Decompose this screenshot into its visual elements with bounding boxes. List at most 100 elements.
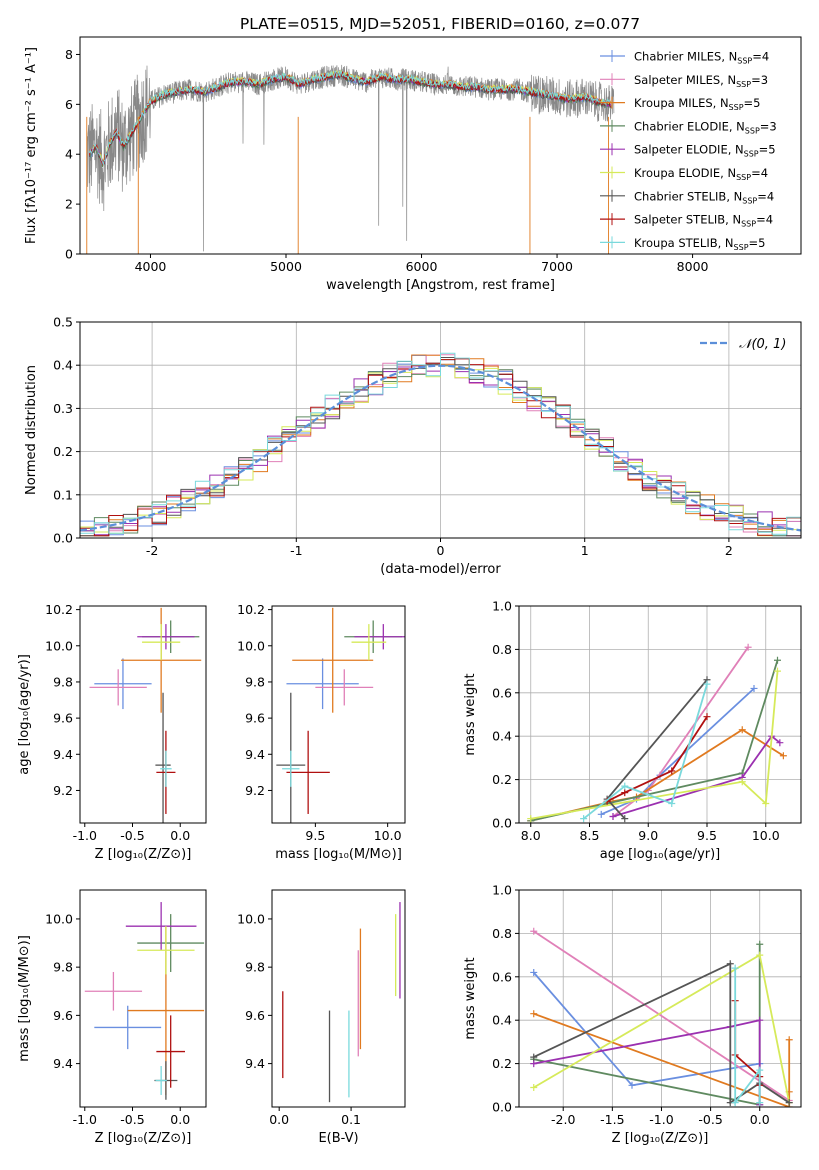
- weight-line: [600, 687, 755, 816]
- data-point-marker: [527, 815, 535, 823]
- plot-area: [86, 64, 615, 254]
- y-tick-label: 0.8: [492, 926, 512, 941]
- x-axis-label: Z [log₁₀(Z/Z⊙)]: [95, 847, 192, 862]
- y-tick-label: 10.0: [45, 911, 73, 926]
- x-axis-label: E(B-V): [318, 1131, 358, 1146]
- residual-histogram: [80, 352, 801, 535]
- x-tick-label: -1.5: [600, 1112, 624, 1127]
- x-tick-label: 8.0: [521, 828, 541, 843]
- data-point-marker: [762, 799, 770, 807]
- mass_vs_Z-axes: -1.0 -0.5 0.0 9.4 9.6 9.8 10.0 Z [log₁₀(Z/Z⊙)] m…: [17, 889, 207, 1146]
- data-point-marker: [756, 1099, 764, 1107]
- y-tick-label: 9.8: [245, 674, 265, 689]
- x-tick-label: -2: [146, 543, 158, 558]
- legend-label: Salpeter STELIB, NSSP=4: [634, 213, 773, 229]
- y-axis-label: mass weight: [463, 673, 478, 755]
- y-tick-label: 0.6: [492, 969, 512, 984]
- x-tick-label: 8.5: [580, 828, 600, 843]
- x-tick-label: 0: [437, 543, 445, 558]
- data-point-marker: [628, 1081, 636, 1089]
- data-point-marker: [738, 778, 746, 786]
- x-tick-label: 8000: [677, 259, 709, 274]
- data-point-marker: [756, 1016, 764, 1024]
- y-tick-label: 9.8: [53, 960, 73, 975]
- x-tick-label: 6000: [406, 259, 438, 274]
- plot-area: [282, 902, 401, 1103]
- x-tick-label: -2.0: [551, 1112, 575, 1127]
- data-point-marker: [530, 968, 538, 976]
- x-tick-label: 0.1: [341, 1112, 361, 1127]
- y-axis-label: Normed distribution: [24, 365, 39, 495]
- x-tick-label: -0.5: [698, 1112, 722, 1127]
- y-tick-label: 9.6: [53, 711, 73, 726]
- x-tick-label: -1.0: [73, 828, 97, 843]
- data-point-marker: [530, 927, 538, 935]
- y-tick-label: 0.2: [53, 444, 73, 459]
- x-tick-label: 0.0: [170, 828, 190, 843]
- y-tick-label: 0.4: [492, 729, 512, 744]
- spectrum-axes: 4000 5000 6000 7000 8000 0 2 4 6 8 wavelength [Ang…: [24, 36, 802, 293]
- data-point-marker: [776, 739, 784, 747]
- spectrum-legend: Chabrier MILES, NSSP=4 Salpeter MILES, NS…: [600, 50, 777, 252]
- x-axis-label: wavelength [Angstrom, rest frame]: [326, 278, 555, 293]
- legend-label: Salpeter MILES, NSSP=3: [634, 73, 768, 89]
- x-tick-label: -1.0: [73, 1112, 97, 1127]
- weight-line: [612, 646, 749, 818]
- data-point-marker: [731, 964, 739, 972]
- data-point-marker: [668, 767, 676, 775]
- axes-frame: [271, 605, 406, 824]
- x-tick-label: -1.0: [649, 1112, 673, 1127]
- x-tick-label: 9.5: [697, 828, 717, 843]
- normal-legend-label: 𝒩(0, 1): [739, 337, 786, 352]
- plot-area: [527, 643, 787, 823]
- x-axis-label: mass [log₁₀(M/M⊙)]: [275, 847, 402, 862]
- axes-frame: [79, 605, 207, 824]
- y-tick-label: 9.4: [245, 1056, 265, 1071]
- data-point-marker: [756, 951, 764, 959]
- x-tick-label: 0.0: [750, 1112, 770, 1127]
- data-point-marker: [530, 1083, 538, 1091]
- data-point-marker: [703, 680, 711, 688]
- y-tick-label: 0.0: [53, 531, 73, 546]
- x-tick-label: 10.0: [374, 828, 402, 843]
- axes-frame: [79, 36, 802, 255]
- y-tick-label: 0.1: [53, 487, 73, 502]
- y-tick-label: 9.2: [245, 783, 265, 798]
- x-tick-label: 5000: [270, 259, 302, 274]
- data-point-marker: [609, 812, 617, 820]
- grid: [519, 605, 801, 824]
- data-point-marker: [597, 810, 605, 818]
- chart-title: PLATE=0515, MJD=52051, FIBERID=0160, z=0…: [240, 15, 640, 33]
- data-point-marker: [774, 667, 781, 675]
- data-point-marker: [785, 1036, 793, 1044]
- y-tick-label: 10.0: [237, 638, 265, 653]
- plot-area: [84, 902, 205, 1100]
- data-point-marker: [530, 1060, 538, 1068]
- y-tick-label: 0.6: [492, 685, 512, 700]
- mass_vs_ebv-axes: 0.0 0.1 9.4 9.6 9.8 10.0 E(B-V): [237, 889, 406, 1146]
- y-tick-label: 2: [65, 197, 73, 212]
- y-axis-label: mass [log₁₀(M/M⊙)]: [17, 935, 32, 1062]
- y-axis-label: mass weight: [463, 957, 478, 1039]
- data-point-marker: [530, 1053, 538, 1061]
- data-point-marker: [744, 643, 752, 651]
- x-tick-label: 9.0: [638, 828, 658, 843]
- y-tick-label: 9.8: [53, 674, 73, 689]
- x-tick-label: -0.5: [120, 828, 144, 843]
- data-point-marker: [726, 960, 734, 968]
- y-tick-label: 9.4: [53, 747, 73, 762]
- x-tick-label: 1: [581, 543, 589, 558]
- y-tick-label: 6: [65, 97, 73, 112]
- x-tick-label: -0.5: [120, 1112, 144, 1127]
- axes-frame: [518, 605, 802, 824]
- data-point-marker: [530, 1010, 538, 1018]
- y-tick-label: 1.0: [492, 599, 512, 614]
- y-tick-label: 0.5: [53, 315, 73, 330]
- y-tick-label: 9.4: [53, 1056, 73, 1071]
- y-tick-label: 9.6: [53, 1008, 73, 1023]
- x-axis-label: Z [log₁₀(Z/Z⊙)]: [612, 1131, 709, 1146]
- legend-label: Chabrier STELIB, NSSP=4: [634, 189, 774, 205]
- y-axis-label: age [log₁₀(age/yr)]: [17, 654, 32, 775]
- legend-label: Kroupa ELODIE, NSSP=4: [634, 166, 768, 182]
